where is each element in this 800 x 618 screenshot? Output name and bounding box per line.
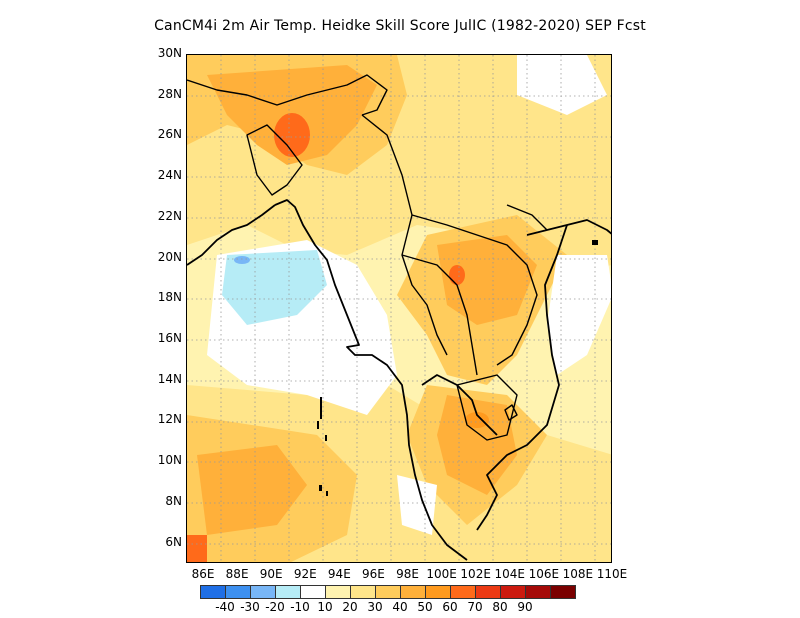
lon-tick-label: 110E (596, 567, 628, 581)
colorbar-swatch (475, 585, 501, 599)
lat-tick-label: 6N (165, 534, 182, 549)
skill-zone-cambodia (437, 395, 517, 495)
lat-tick-label: 30N (157, 46, 182, 60)
colorbar-label: -20 (265, 600, 285, 614)
colorbar-label: 10 (317, 600, 333, 614)
lon-tick-label: 98E (396, 567, 419, 581)
skill-peak-assam (274, 113, 310, 157)
lat-tick-label: 24N (157, 168, 182, 183)
lon-tick-label: 90E (259, 567, 283, 581)
colorbar-swatch (350, 585, 376, 599)
lat-tick-label: 16N (157, 331, 182, 346)
colorbar-label: 50 (417, 600, 433, 614)
colorbar-label: -40 (215, 600, 235, 614)
colorbar-label: 90 (517, 600, 533, 614)
skill-zone-negative-core (234, 256, 250, 264)
skill-zone-negative (222, 250, 327, 325)
skill-peak-tonle (465, 412, 489, 428)
skill-zone-china-north (517, 55, 607, 115)
lat-tick-label: 28N (157, 86, 182, 101)
colorbar-swatch (200, 585, 226, 599)
colorbar-swatch (450, 585, 476, 599)
lon-tick-label: 106E (528, 567, 560, 581)
colorbar-label: 80 (492, 600, 508, 614)
colorbar-label: -30 (240, 600, 260, 614)
map-panel (186, 54, 612, 563)
colorbar-label: 40 (392, 600, 408, 614)
skill-peak-sw (187, 535, 207, 562)
lat-tick-label: 26N (157, 127, 182, 142)
colorbar-label: 70 (467, 600, 483, 614)
lon-tick-label: 104E (494, 567, 526, 581)
coastlines (187, 199, 611, 561)
lon-tick-label: 94E (327, 567, 351, 581)
lat-tick-label: 12N (157, 412, 182, 427)
skill-zone-sea (197, 445, 307, 535)
colorbar-swatch (550, 585, 576, 599)
colorbar-swatch (300, 585, 326, 599)
colorbar-swatch (325, 585, 351, 599)
lon-tick-label: 96E (362, 567, 385, 581)
colorbar-swatch (525, 585, 551, 599)
lat-tick-label: 20N (157, 249, 182, 264)
colorbar (200, 585, 576, 599)
country-borders (187, 74, 548, 441)
colorbar-swatch (425, 585, 451, 599)
lon-tick-label: 88E (225, 567, 249, 581)
colorbar-swatch (275, 585, 301, 599)
colorbar-swatch (375, 585, 401, 599)
lat-tick-label: 18N (157, 290, 182, 305)
colorbar-label: -10 (290, 600, 310, 614)
lon-tick-label: 108E (562, 567, 594, 581)
colorbar-swatch (225, 585, 251, 599)
colorbar-swatch (250, 585, 276, 599)
skill-zone-laos (437, 235, 537, 325)
lat-tick-label: 10N (157, 453, 182, 468)
lon-tick-label: 86E (191, 567, 215, 581)
colorbar-swatch (500, 585, 526, 599)
skill-score-map (187, 55, 611, 562)
skill-zone-malay (397, 475, 437, 535)
lat-tick-label: 14N (157, 371, 182, 386)
colorbar-label: 30 (367, 600, 383, 614)
colorbar-label: 60 (442, 600, 458, 614)
chart-title: CanCM4i 2m Air Temp. Heidke Skill Score … (154, 18, 646, 34)
islands (317, 240, 598, 496)
skill-peak-laos (449, 265, 465, 285)
colorbar-swatch (400, 585, 426, 599)
lon-tick-label: 100E (426, 567, 457, 581)
colorbar-label: 20 (342, 600, 358, 614)
lon-tick-label: 92E (293, 567, 317, 581)
lon-tick-label: 102E (460, 567, 491, 581)
lat-tick-label: 22N (157, 208, 182, 223)
lat-tick-label: 8N (165, 493, 182, 508)
